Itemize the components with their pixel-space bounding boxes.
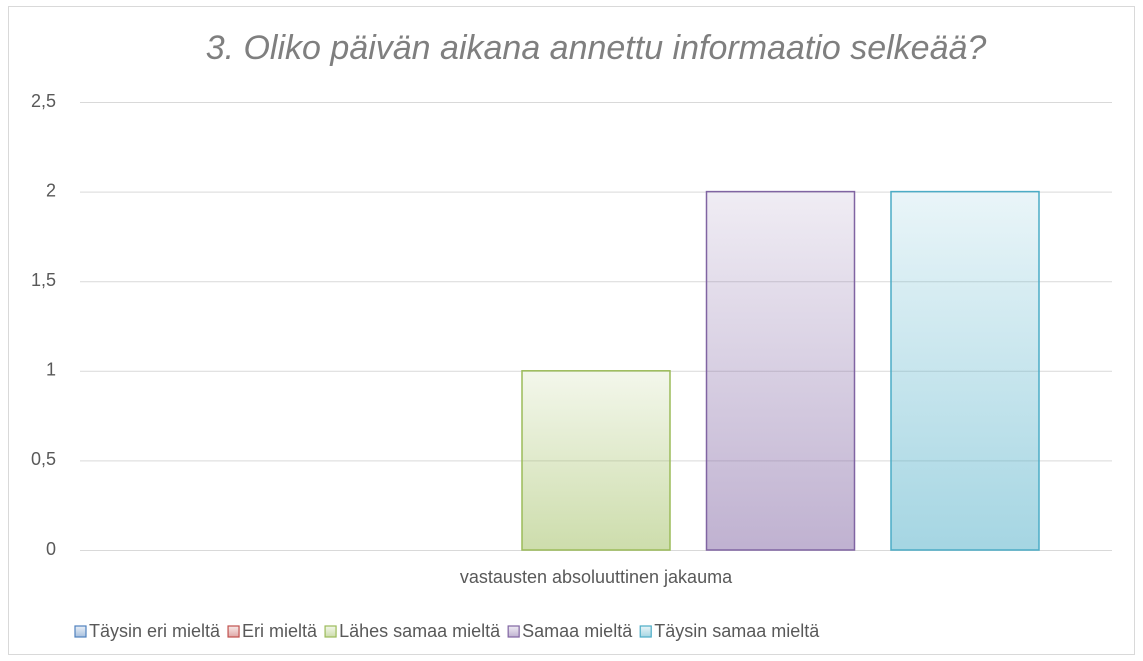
legend-label: Täysin samaa mieltä — [654, 621, 820, 641]
legend-label: Täysin eri mieltä — [89, 621, 221, 641]
y-tick-label: 1 — [46, 360, 56, 380]
legend-swatch — [74, 625, 87, 638]
bar — [705, 190, 856, 551]
legend-swatch — [639, 625, 652, 638]
legend-swatch — [227, 625, 240, 638]
legend-swatch — [507, 625, 520, 638]
legend-label: Lähes samaa mieltä — [339, 621, 501, 641]
legend-swatch — [324, 625, 337, 638]
legend-label: Samaa mieltä — [522, 621, 633, 641]
bar — [521, 370, 671, 551]
bar — [890, 190, 1040, 551]
x-tick-label: vastausten absoluuttinen jakauma — [460, 567, 733, 587]
y-tick-label: 1,5 — [31, 270, 56, 290]
y-tick-label: 2,5 — [31, 91, 56, 111]
y-tick-label: 0,5 — [31, 449, 56, 469]
y-tick-label: 0 — [46, 539, 56, 559]
legend-label: Eri mieltä — [242, 621, 318, 641]
y-tick-label: 2 — [46, 180, 56, 200]
chart-title: 3. Oliko päivän aikana annettu informaat… — [206, 29, 987, 67]
